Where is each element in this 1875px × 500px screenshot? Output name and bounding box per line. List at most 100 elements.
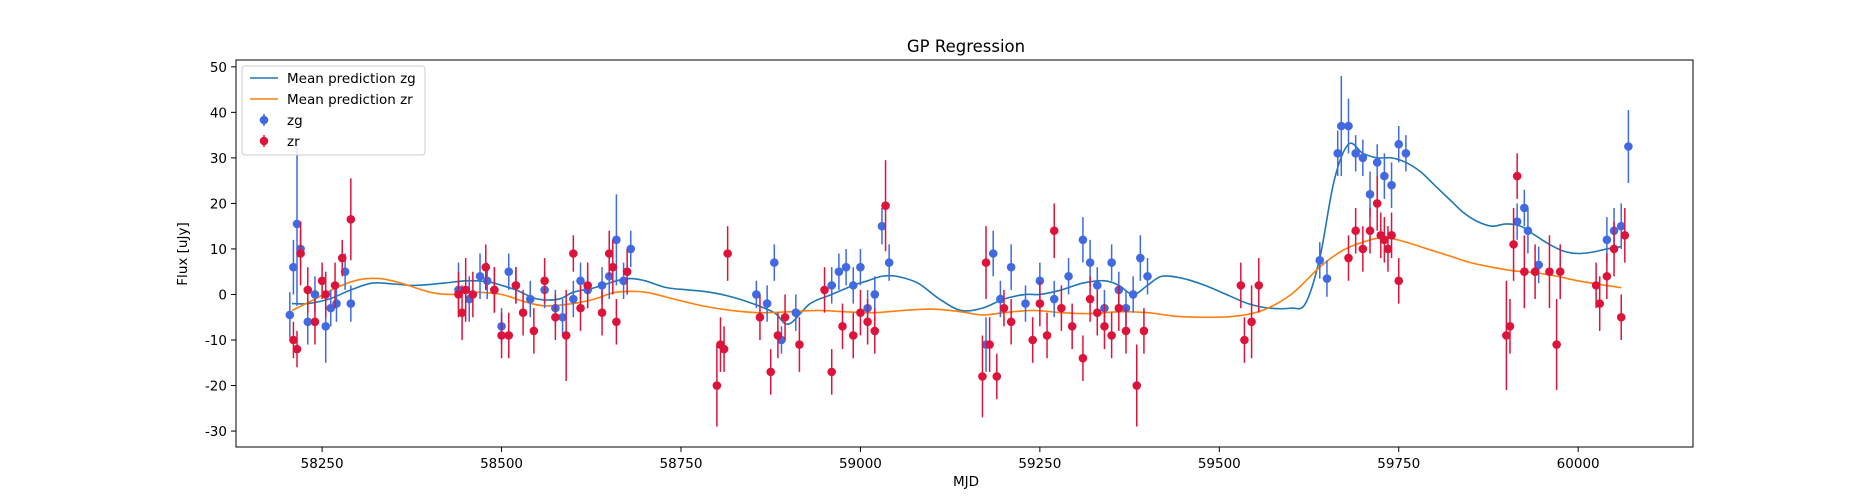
data-point-zr <box>597 308 607 317</box>
data-point-zg <box>1128 290 1138 299</box>
y-axis-label: Flux [uJy] <box>175 222 191 285</box>
legend-label: zg <box>287 113 303 129</box>
legend-label: zr <box>287 134 300 150</box>
data-point-zr <box>346 215 356 224</box>
data-point-zg <box>619 276 628 286</box>
legend-marker <box>259 136 269 146</box>
data-point-zg <box>1358 153 1368 163</box>
data-point-zr <box>1595 299 1604 308</box>
data-point-zg <box>827 281 837 290</box>
data-point-zg <box>482 276 492 286</box>
data-point-zg <box>1624 142 1633 151</box>
data-point-zr <box>1344 253 1353 263</box>
data-point-zr <box>1351 226 1360 236</box>
data-point-zr <box>863 317 872 327</box>
data-point-zg <box>558 312 567 322</box>
data-point-zr <box>289 335 298 345</box>
x-tick-label: 58250 <box>301 456 344 472</box>
data-point-zg <box>841 262 851 272</box>
data-point-zr <box>1028 335 1037 345</box>
data-point-zr <box>468 290 478 299</box>
data-point-zr <box>540 276 549 286</box>
x-tick-label: 59750 <box>1377 456 1420 472</box>
data-point-zr <box>551 312 560 322</box>
data-point-zr <box>1092 308 1102 317</box>
data-point-zg <box>762 299 772 308</box>
data-point-zr <box>981 258 991 267</box>
data-point-zr <box>481 262 491 272</box>
data-point-zr <box>1552 340 1561 349</box>
data-point-zg <box>1534 260 1543 270</box>
data-point-zr <box>1609 244 1619 254</box>
data-point-zg <box>1143 271 1152 281</box>
data-point-zg <box>1322 274 1332 283</box>
legend-label: Mean prediction zr <box>287 92 413 108</box>
data-point-zg <box>1107 258 1116 267</box>
data-point-zr <box>612 317 621 327</box>
data-point-zg <box>525 294 535 304</box>
data-point-zr <box>1616 312 1626 322</box>
data-point-zr <box>576 303 585 313</box>
data-point-zg <box>1602 235 1612 245</box>
data-point-zg <box>1333 149 1343 158</box>
data-point-zg <box>848 281 858 290</box>
data-point-zg <box>1512 217 1522 226</box>
data-point-zr <box>1520 267 1529 277</box>
data-point-zg <box>1380 171 1389 181</box>
data-point-zg <box>1394 139 1404 149</box>
axes-frame <box>235 59 1694 448</box>
data-point-zr <box>1049 226 1059 236</box>
data-point-zr <box>1602 271 1612 281</box>
data-point-zg <box>1315 256 1325 265</box>
data-point-zg <box>1337 121 1346 131</box>
y-tick-label: -10 <box>205 333 227 349</box>
y-tick-label: 50 <box>210 60 227 76</box>
data-point-zg <box>321 322 331 331</box>
data-point-zr <box>1139 326 1149 336</box>
data-point-zr <box>1502 331 1511 340</box>
data-point-zr <box>795 340 804 349</box>
x-axis-label: MJD <box>953 474 979 490</box>
data-point-zr <box>529 326 539 336</box>
series-line-mean-prediction-zr <box>291 236 1622 319</box>
data-point-zr <box>870 326 880 336</box>
data-point-zr <box>712 381 722 390</box>
data-point-zr <box>622 267 632 277</box>
data-point-zg <box>834 267 844 277</box>
x-tick-label: 59500 <box>1198 456 1241 472</box>
data-point-zr <box>461 285 470 295</box>
data-point-zr <box>321 290 331 299</box>
y-tick-label: 10 <box>210 242 227 258</box>
data-point-zg <box>612 235 621 245</box>
data-point-zr <box>454 290 463 299</box>
data-point-zr <box>296 249 305 258</box>
y-tick-label: -30 <box>205 424 227 440</box>
data-point-zr <box>820 285 829 295</box>
data-point-zr <box>1085 294 1095 304</box>
data-point-zg <box>791 308 801 317</box>
data-point-zg <box>988 249 998 258</box>
data-point-zg <box>576 276 585 286</box>
data-point-zr <box>856 308 865 317</box>
series-zr <box>289 153 1630 427</box>
data-point-zr <box>1254 281 1264 290</box>
data-point-zg <box>346 299 356 308</box>
data-point-zr <box>1380 235 1389 245</box>
x-tick-label: 58500 <box>480 456 523 472</box>
data-point-zr <box>1247 317 1256 327</box>
data-point-zr <box>497 331 506 340</box>
data-point-zr <box>561 331 571 340</box>
data-point-zg <box>1401 149 1411 158</box>
data-point-zr <box>1057 303 1066 313</box>
x-tick-label: 59000 <box>839 456 882 472</box>
data-point-zg <box>1616 221 1626 231</box>
data-point-zr <box>719 344 729 354</box>
data-point-zr <box>1035 299 1045 308</box>
data-point-zr <box>504 331 514 340</box>
data-point-zr <box>337 253 347 263</box>
data-point-zr <box>303 285 313 295</box>
legend: Mean prediction zg Mean prediction zr zg zr <box>241 65 426 156</box>
data-point-zg <box>332 299 341 308</box>
data-point-zg <box>1085 258 1095 267</box>
data-point-zg <box>1387 180 1396 190</box>
